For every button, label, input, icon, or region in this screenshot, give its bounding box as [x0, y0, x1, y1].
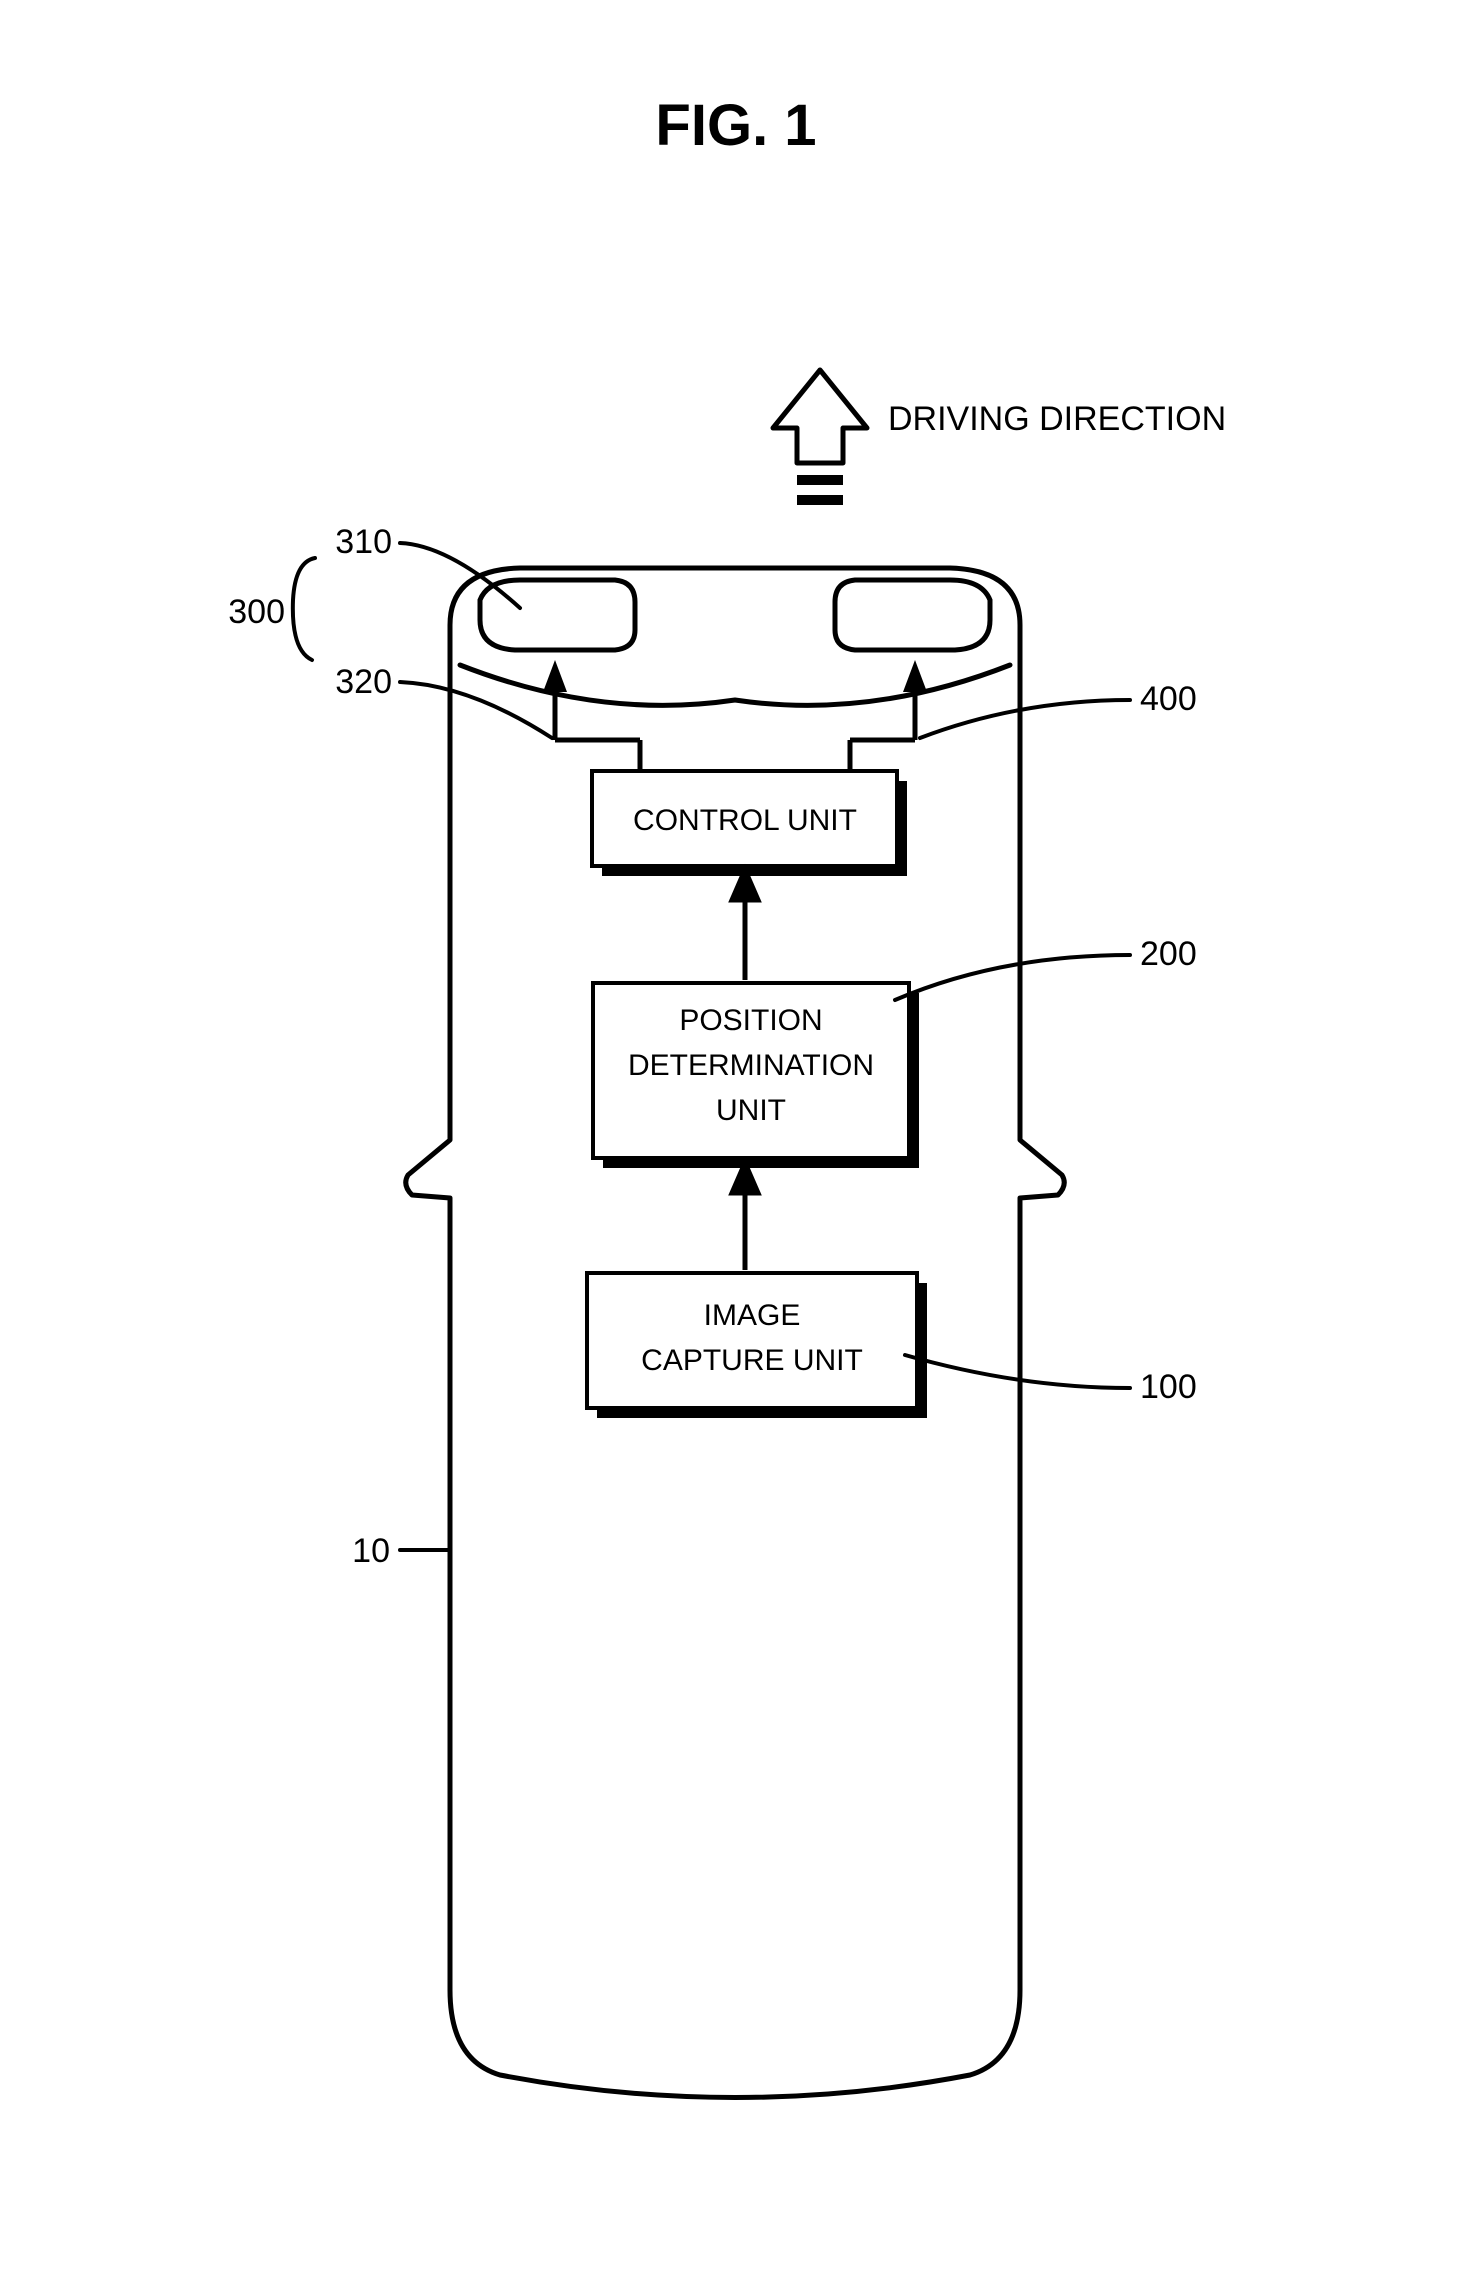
label-100: 100	[1140, 1368, 1197, 1406]
left-headlight	[480, 580, 635, 650]
label-320: 320	[335, 663, 392, 701]
image-capture-unit-box: IMAGE CAPTURE UNIT	[587, 1273, 927, 1418]
image-text-2: CAPTURE UNIT	[641, 1344, 863, 1377]
label-300: 300	[228, 593, 285, 631]
position-text-3: UNIT	[716, 1094, 786, 1127]
position-determination-unit-box: POSITION DETERMINATION UNIT	[593, 983, 919, 1168]
arrow-position-to-control	[732, 870, 758, 980]
control-unit-text: CONTROL UNIT	[633, 804, 857, 837]
driving-direction-label: DRIVING DIRECTION	[888, 400, 1226, 438]
right-headlight	[835, 580, 990, 650]
control-unit-box: CONTROL UNIT	[592, 771, 907, 876]
label-400: 400	[1140, 680, 1197, 718]
figure-title: FIG. 1	[655, 93, 816, 158]
arrow-image-to-position	[732, 1163, 758, 1270]
driving-direction-arrow: DRIVING DIRECTION	[773, 370, 1226, 505]
arrows-control-to-headlights	[543, 660, 927, 771]
headlights	[480, 580, 990, 650]
position-text-1: POSITION	[679, 1004, 822, 1037]
figure-1-diagram: FIG. 1 DRIVING DIRECTION CONTROL UNIT	[0, 0, 1472, 2293]
label-10: 10	[352, 1532, 390, 1570]
label-310: 310	[335, 523, 392, 561]
image-text-1: IMAGE	[704, 1299, 801, 1332]
position-text-2: DETERMINATION	[628, 1049, 874, 1082]
label-200: 200	[1140, 935, 1197, 973]
